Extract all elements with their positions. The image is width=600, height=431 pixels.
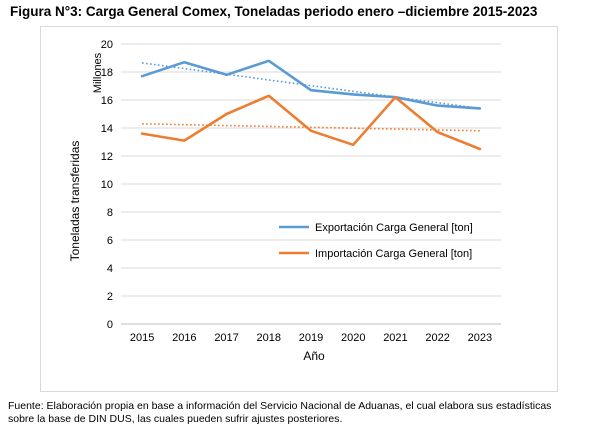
y-tick-label: 18 xyxy=(101,67,113,79)
y-tick-label: 4 xyxy=(107,263,113,275)
y-axis-unit: Millones xyxy=(92,52,104,93)
source-line-1: Fuente: Elaboración propia en base a inf… xyxy=(8,400,552,412)
y-tick-label: 16 xyxy=(101,95,113,107)
trendlines xyxy=(142,62,480,132)
y-axis-label: Toneladas transferidas xyxy=(68,141,82,262)
y-tick-label: 6 xyxy=(107,235,113,247)
legend-label: Exportación Carga General [ton] xyxy=(315,222,473,234)
x-tick-label: 2015 xyxy=(130,332,154,344)
x-tick-label: 2023 xyxy=(468,332,492,344)
x-tick-label: 2018 xyxy=(257,332,281,344)
x-tick-label: 2020 xyxy=(341,332,365,344)
x-tick-label: 2022 xyxy=(425,332,449,344)
source-line-2: sobre la base de DIN DUS, las cuales pue… xyxy=(8,413,343,425)
y-tick-label: 10 xyxy=(101,179,113,191)
legend-label: Importación Carga General [ton] xyxy=(315,248,472,260)
x-axis-label: Año xyxy=(303,349,325,363)
y-tick-labels: 0 2 4 6 8 10 12 14 16 18 20 xyxy=(101,39,113,331)
x-tick-label: 2021 xyxy=(383,332,407,344)
x-tick-label: 2017 xyxy=(214,332,238,344)
y-tick-label: 12 xyxy=(101,151,113,163)
x-tick-label: 2016 xyxy=(172,332,196,344)
series-lines xyxy=(140,59,482,151)
y-tick-label: 14 xyxy=(101,123,113,135)
trendline-1 xyxy=(142,62,480,110)
figure-title: Figura N°3: Carga General Comex, Tonelad… xyxy=(10,4,538,19)
x-tick-labels: 2015 2016 2017 2018 2019 2020 2021 2022 2023 xyxy=(130,332,492,344)
series-line-1 xyxy=(140,59,482,110)
y-tick-label: 8 xyxy=(107,207,113,219)
y-tick-label: 2 xyxy=(107,291,113,303)
gridlines xyxy=(121,43,501,325)
x-tick-label: 2019 xyxy=(299,332,323,344)
chart-frame: 0 2 4 6 8 10 12 14 16 18 20 2015 2016 2017 2018 2019 20… xyxy=(40,26,558,392)
y-tick-label: 20 xyxy=(101,39,113,51)
trendline-2 xyxy=(142,123,480,132)
legend: Exportación Carga General [ton] Importaci… xyxy=(279,222,473,260)
y-tick-label: 0 xyxy=(107,319,113,331)
figure-source: Fuente: Elaboración propia en base a inf… xyxy=(8,400,598,426)
